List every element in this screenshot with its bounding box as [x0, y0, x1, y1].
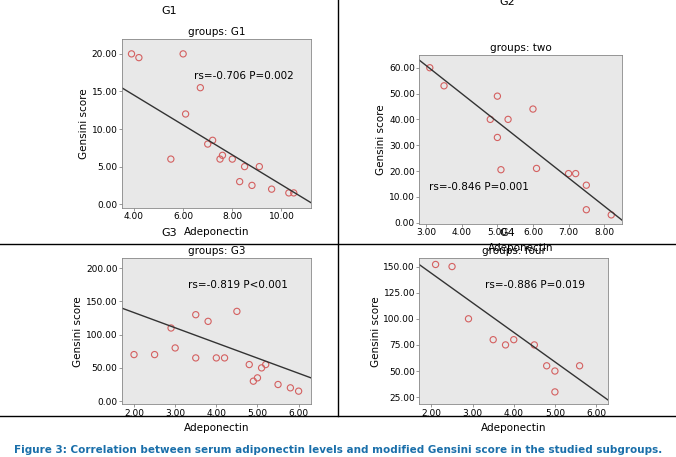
X-axis label: Adeponectin: Adeponectin — [481, 423, 546, 433]
Point — [239, 163, 250, 170]
Text: G4: G4 — [499, 228, 515, 238]
Text: G2: G2 — [499, 0, 515, 7]
Text: Figure 3: Correlation between serum adiponectin levels and modified Gensini scor: Figure 3: Correlation between serum adip… — [14, 445, 662, 455]
Point — [202, 140, 213, 148]
Y-axis label: Gensini score: Gensini score — [377, 104, 386, 175]
Point — [178, 50, 189, 58]
Point — [191, 311, 201, 319]
Point — [550, 388, 560, 396]
Text: rs=-0.886 P=0.019: rs=-0.886 P=0.019 — [485, 280, 585, 290]
Point — [128, 351, 139, 358]
Point — [606, 211, 617, 218]
Point — [244, 361, 255, 368]
Point — [571, 170, 581, 177]
Point — [496, 166, 506, 173]
Point — [211, 354, 222, 361]
Point — [430, 261, 441, 268]
Point — [235, 178, 245, 185]
Point — [492, 134, 503, 141]
Point — [492, 92, 503, 100]
Y-axis label: Gensini score: Gensini score — [370, 296, 381, 367]
Point — [485, 116, 496, 123]
Point — [581, 181, 592, 189]
Point — [289, 189, 299, 197]
Point — [541, 362, 552, 369]
Text: rs=-0.819 P<0.001: rs=-0.819 P<0.001 — [188, 280, 288, 290]
X-axis label: Adeponectin: Adeponectin — [184, 227, 249, 237]
Point — [283, 189, 294, 197]
Point — [285, 384, 296, 392]
Point — [203, 318, 214, 325]
X-axis label: Adeponectin: Adeponectin — [184, 423, 249, 433]
Point — [180, 110, 191, 117]
Point — [231, 308, 242, 315]
Point — [219, 354, 230, 361]
X-axis label: Adeponectin: Adeponectin — [488, 243, 553, 253]
Point — [574, 362, 585, 369]
Point — [527, 106, 538, 113]
Point — [217, 152, 228, 159]
Point — [581, 206, 592, 213]
Text: rs=-0.706 P=0.002: rs=-0.706 P=0.002 — [193, 71, 293, 81]
Point — [191, 354, 201, 361]
Point — [208, 137, 218, 144]
Y-axis label: Gensini score: Gensini score — [79, 88, 89, 159]
Point — [252, 374, 263, 382]
Text: G1: G1 — [161, 6, 177, 16]
Point — [266, 186, 277, 193]
Text: G3: G3 — [161, 228, 177, 238]
Point — [529, 341, 539, 349]
Point — [166, 324, 176, 332]
Point — [256, 364, 267, 372]
Point — [149, 351, 160, 358]
Title: groups: two: groups: two — [489, 43, 552, 53]
Y-axis label: Gensini score: Gensini score — [73, 296, 83, 367]
Text: rs=-0.846 P=0.001: rs=-0.846 P=0.001 — [429, 182, 529, 192]
Point — [195, 84, 206, 91]
Point — [166, 155, 176, 163]
Point — [447, 263, 458, 270]
Title: groups: G3: groups: G3 — [187, 246, 245, 256]
Point — [463, 315, 474, 323]
Point — [500, 341, 511, 349]
Point — [293, 388, 304, 395]
Point — [260, 361, 271, 368]
Point — [170, 344, 180, 351]
Point — [126, 50, 137, 58]
Point — [214, 155, 225, 163]
Point — [488, 336, 499, 343]
Point — [247, 182, 258, 189]
Point — [227, 155, 238, 163]
Point — [439, 82, 450, 90]
Point — [254, 163, 265, 170]
Point — [272, 381, 283, 388]
Point — [248, 377, 259, 385]
Title: groups: G1: groups: G1 — [187, 27, 245, 37]
Point — [563, 170, 574, 177]
Point — [425, 64, 435, 71]
Point — [531, 165, 542, 172]
Point — [503, 116, 514, 123]
Point — [550, 367, 560, 375]
Title: groups: four: groups: four — [482, 246, 546, 256]
Point — [133, 54, 144, 61]
Point — [508, 336, 519, 343]
